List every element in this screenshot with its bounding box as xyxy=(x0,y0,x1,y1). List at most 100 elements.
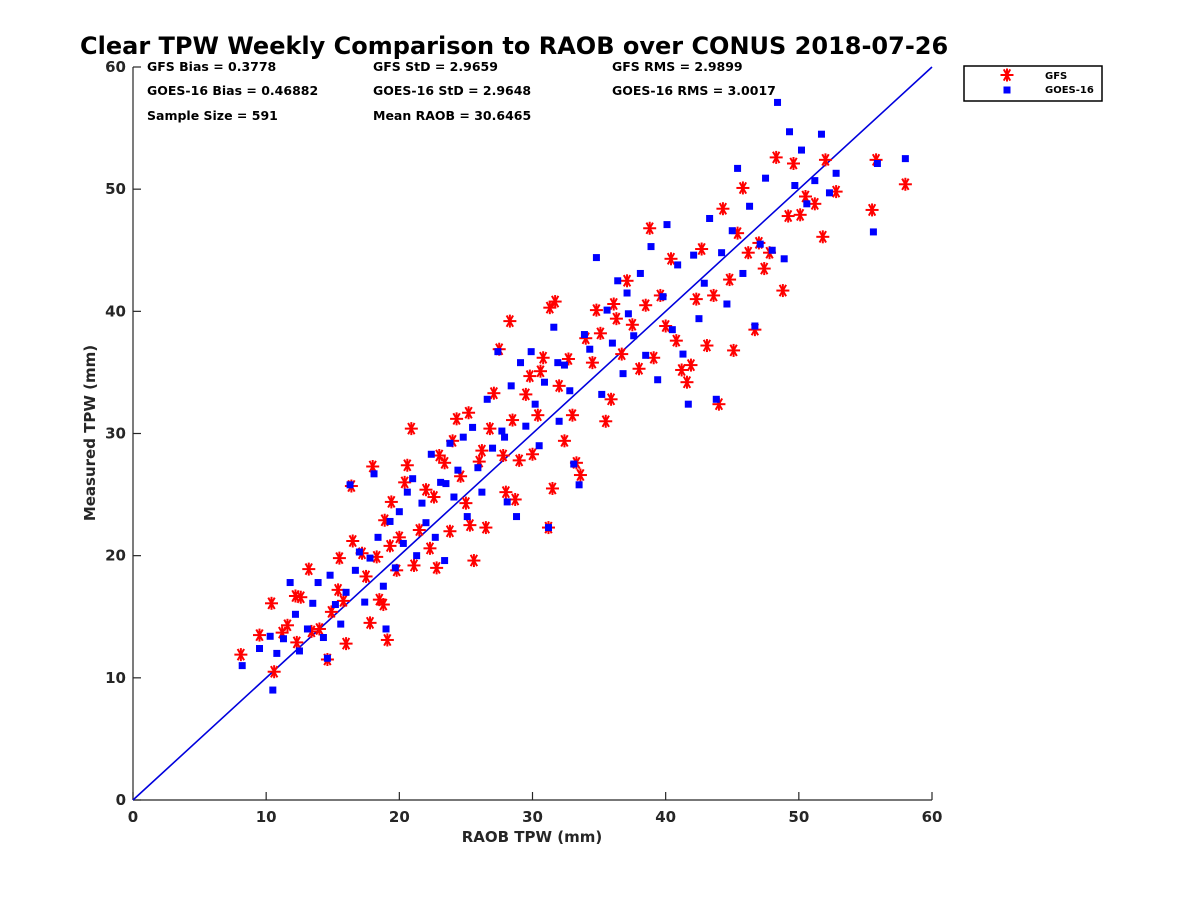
goes16-point xyxy=(734,164,742,172)
goes16-point xyxy=(399,539,407,547)
goes16-point xyxy=(718,249,726,257)
gfs-point xyxy=(593,326,607,340)
gfs-point xyxy=(363,616,377,630)
goes16-point xyxy=(630,332,638,340)
y-tick-label: 0 xyxy=(116,791,126,809)
goes16-point xyxy=(674,261,682,269)
gfs-point xyxy=(700,339,714,353)
gfs-point xyxy=(684,358,698,372)
gfs-point xyxy=(769,150,783,164)
goes16-point xyxy=(346,481,354,489)
goes16-point xyxy=(291,610,299,618)
gfs-point xyxy=(487,386,501,400)
goes16-point xyxy=(395,508,403,516)
goes16-point xyxy=(751,322,759,330)
x-tick-label: 50 xyxy=(788,808,809,826)
goes16-point xyxy=(323,654,331,662)
goes16-point xyxy=(739,269,747,277)
goes16-point xyxy=(391,564,399,572)
gfs-point xyxy=(625,318,639,332)
goes16-point xyxy=(586,345,594,353)
goes16-point xyxy=(474,464,482,472)
gfs-point xyxy=(609,312,623,326)
gfs-point xyxy=(620,274,634,288)
gfs-point xyxy=(459,496,473,510)
goes16-point xyxy=(441,557,449,565)
gfs-point xyxy=(536,351,550,365)
stat-gfs-std: GFS StD = 2.9659 xyxy=(373,59,498,74)
gfs-point xyxy=(604,392,618,406)
goes16-point xyxy=(517,359,525,367)
goes16-point xyxy=(623,289,631,297)
stat-mean-raob: Mean RAOB = 30.6465 xyxy=(373,108,531,123)
gfs-point xyxy=(479,521,493,535)
goes16-point xyxy=(266,632,274,640)
gfs-point xyxy=(632,362,646,376)
legend-gfs-asterisk xyxy=(1000,68,1014,82)
gfs-point xyxy=(533,364,547,378)
gfs-point xyxy=(776,284,790,298)
gfs-point xyxy=(557,434,571,448)
goes16-point xyxy=(768,246,776,254)
gfs-point xyxy=(664,252,678,266)
gfs-point xyxy=(723,273,737,287)
goes16-point xyxy=(624,310,632,318)
goes16-point xyxy=(555,417,563,425)
stat-goes-std: GOES-16 StD = 2.9648 xyxy=(373,83,531,98)
goes16-point xyxy=(554,359,562,367)
goes16-point xyxy=(825,189,833,197)
gfs-point xyxy=(499,485,513,499)
gfs-point xyxy=(290,635,304,649)
gfs-point xyxy=(302,562,316,576)
gfs-point xyxy=(443,524,457,538)
gfs-point xyxy=(669,334,683,348)
gfs-point xyxy=(552,379,566,393)
goes16-point xyxy=(483,395,491,403)
gfs-point xyxy=(675,363,689,377)
goes16-point xyxy=(279,635,287,643)
gfs-point xyxy=(384,495,398,509)
gfs-point xyxy=(523,369,537,383)
gfs-point xyxy=(599,414,613,428)
goes16-point xyxy=(797,146,805,154)
gfs-point xyxy=(419,483,433,497)
goes16-point xyxy=(684,400,692,408)
goes16-point xyxy=(450,493,458,501)
gfs-point xyxy=(689,292,703,306)
goes16-point xyxy=(654,376,662,384)
legend-gfs-marker xyxy=(1000,68,1014,82)
stat-goes-rms: GOES-16 RMS = 3.0017 xyxy=(612,83,776,98)
goes16-point xyxy=(331,601,339,609)
gfs-point xyxy=(267,665,281,679)
goes16-point xyxy=(273,649,281,657)
goes16-point xyxy=(614,277,622,285)
gfs-point xyxy=(430,561,444,575)
goes16-point xyxy=(780,255,788,263)
goes16-point xyxy=(608,339,616,347)
x-tick-label: 20 xyxy=(389,808,410,826)
goes16-point xyxy=(592,254,600,262)
gfs-point xyxy=(463,518,477,532)
goes16-point xyxy=(560,361,568,369)
x-axis-label: RAOB TPW (mm) xyxy=(462,828,603,846)
goes16-point xyxy=(478,488,486,496)
gfs-point xyxy=(647,351,661,365)
gfs-point xyxy=(234,648,248,662)
plot-area: 0 10 20 30 40 50 60 0 10 20 30 40 50 60 xyxy=(105,58,942,826)
gfs-point xyxy=(736,181,750,195)
goes16-point xyxy=(901,155,909,163)
one-to-one-line xyxy=(132,66,933,801)
gfs-point xyxy=(506,413,520,427)
goes16-point xyxy=(817,130,825,138)
gfs-point xyxy=(332,551,346,565)
gfs-point xyxy=(727,343,741,357)
gfs-point xyxy=(680,375,694,389)
goes16-point xyxy=(459,433,467,441)
goes16-point xyxy=(361,598,369,606)
goes16-point xyxy=(570,460,578,468)
goes16-point xyxy=(446,439,454,447)
gfs-point xyxy=(659,319,673,333)
gfs-point xyxy=(483,422,497,436)
stat-gfs-bias: GFS Bias = 0.3778 xyxy=(147,59,276,74)
goes16-point xyxy=(550,323,558,331)
